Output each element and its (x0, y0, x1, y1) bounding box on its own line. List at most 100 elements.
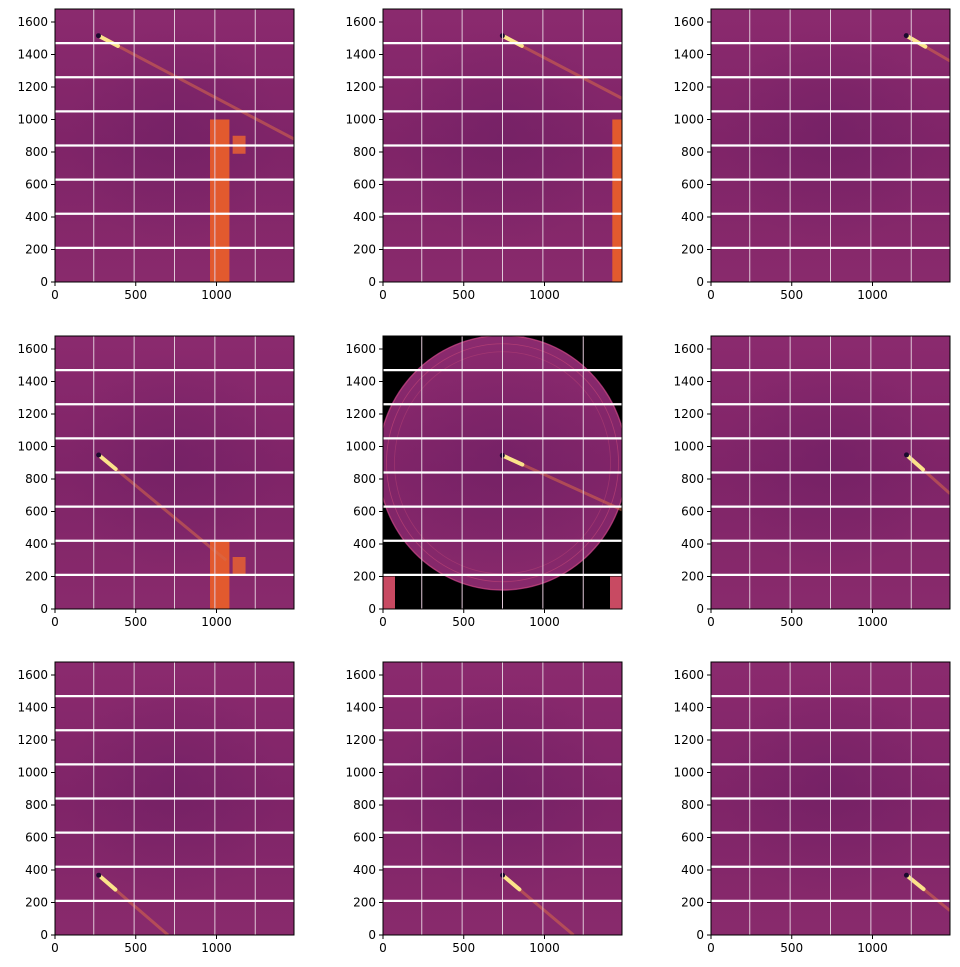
x-tick-label: 0 (379, 615, 387, 629)
beam-center-streak (906, 874, 926, 892)
y-tick-label: 1200 (673, 733, 704, 747)
y-tick-label: 0 (368, 928, 376, 942)
x-tick-label: 1000 (529, 941, 560, 955)
beam-center-streak (502, 34, 524, 48)
beam-streak (99, 35, 294, 141)
y-tick-label: 200 (681, 243, 704, 257)
y-tick-label: 200 (681, 896, 704, 910)
panel-6: 0 500 1000 0 200 400 600 800 1000 1200 1400 1600 (673, 335, 951, 629)
x-tick-label: 500 (124, 288, 147, 302)
axes-frame (54, 335, 295, 610)
y-tick-label: 1600 (673, 342, 704, 356)
y-tick-label: 200 (353, 570, 376, 584)
detector-image (55, 9, 294, 282)
y-tick-label: 1600 (673, 668, 704, 682)
rings-shadow (383, 336, 622, 609)
y-tick-label: 800 (25, 472, 48, 486)
y-tick-label: 400 (681, 537, 704, 551)
beam-streak (503, 35, 622, 100)
y-tick-label: 1400 (345, 701, 376, 715)
axes-frame (382, 661, 623, 936)
beam-center-streak (502, 454, 525, 467)
y-tick-label: 1200 (17, 407, 48, 421)
panel-2: 0 500 1000 0 200 400 600 800 1000 1200 1400 1600 (345, 8, 623, 302)
beam-center (903, 33, 909, 39)
detector-image (383, 662, 622, 935)
beam-center-streak (98, 874, 118, 892)
y-tick-label: 1200 (673, 80, 704, 94)
panel-8: 0 500 1000 0 200 400 600 800 1000 1200 1400 1600 (345, 661, 623, 955)
y-tick-label: 1400 (345, 48, 376, 62)
y-tick-label: 400 (353, 537, 376, 551)
axes-frame (710, 8, 951, 283)
corner-glow (383, 576, 395, 609)
y-tick-label: 600 (353, 505, 376, 519)
x-tick-label: 500 (452, 941, 475, 955)
y-tick-label: 200 (25, 243, 48, 257)
y-tick-label: 1600 (17, 15, 48, 29)
y-tick-label: 0 (368, 275, 376, 289)
x-tick-label: 0 (379, 288, 387, 302)
y-tick-label: 0 (696, 275, 704, 289)
x-tick-label: 1000 (201, 941, 232, 955)
panel-4: 0 500 1000 0 200 400 600 800 1000 1200 1400 1600 (17, 335, 295, 629)
y-tick-label: 1000 (345, 766, 376, 780)
y-tick-label: 1000 (673, 113, 704, 127)
y-tick-label: 1400 (673, 375, 704, 389)
detector-image (711, 9, 950, 282)
y-tick-label: 0 (696, 602, 704, 616)
y-tick-label: 0 (40, 602, 48, 616)
y-tick-label: 800 (353, 145, 376, 159)
y-tick-label: 1600 (673, 15, 704, 29)
y-tick-label: 200 (681, 570, 704, 584)
y-tick-label: 1400 (673, 48, 704, 62)
y-tick-label: 1400 (345, 375, 376, 389)
x-tick-label: 1000 (201, 615, 232, 629)
x-tick-label: 0 (379, 941, 387, 955)
y-tick-label: 600 (25, 505, 48, 519)
y-tick-label: 0 (40, 275, 48, 289)
x-tick-label: 500 (780, 288, 803, 302)
y-tick-label: 1000 (345, 113, 376, 127)
axes-frame (710, 661, 951, 936)
y-tick-label: 200 (353, 896, 376, 910)
beam-center (96, 452, 102, 458)
y-tick-label: 0 (40, 928, 48, 942)
y-tick-label: 1200 (345, 407, 376, 421)
x-tick-label: 0 (51, 615, 59, 629)
y-tick-label: 400 (681, 863, 704, 877)
y-tick-label: 600 (25, 178, 48, 192)
y-tick-label: 1000 (673, 440, 704, 454)
y-tick-label: 1600 (17, 342, 48, 356)
y-tick-label: 600 (681, 178, 704, 192)
y-tick-label: 800 (353, 798, 376, 812)
y-tick-label: 800 (25, 145, 48, 159)
detector-image (711, 662, 950, 935)
axes-frame (710, 335, 951, 610)
beamstop-shadow (210, 119, 230, 282)
y-tick-label: 1000 (673, 766, 704, 780)
beam-center-streak (906, 454, 925, 472)
detector-image (55, 662, 294, 935)
y-tick-label: 400 (25, 210, 48, 224)
beam-center (904, 452, 910, 458)
y-tick-label: 400 (353, 210, 376, 224)
x-tick-label: 500 (780, 615, 803, 629)
beam-center-streak (502, 874, 522, 892)
y-tick-label: 400 (353, 863, 376, 877)
x-tick-label: 500 (124, 941, 147, 955)
x-tick-label: 0 (707, 615, 715, 629)
y-tick-label: 800 (681, 798, 704, 812)
y-tick-label: 0 (368, 602, 376, 616)
y-tick-label: 600 (681, 831, 704, 845)
x-tick-label: 0 (51, 941, 59, 955)
y-tick-label: 600 (25, 831, 48, 845)
x-tick-label: 1000 (529, 615, 560, 629)
x-tick-label: 1000 (857, 288, 888, 302)
y-tick-label: 600 (353, 831, 376, 845)
x-tick-label: 1000 (857, 941, 888, 955)
y-tick-label: 800 (353, 472, 376, 486)
x-tick-label: 1000 (529, 288, 560, 302)
y-tick-label: 400 (25, 863, 48, 877)
